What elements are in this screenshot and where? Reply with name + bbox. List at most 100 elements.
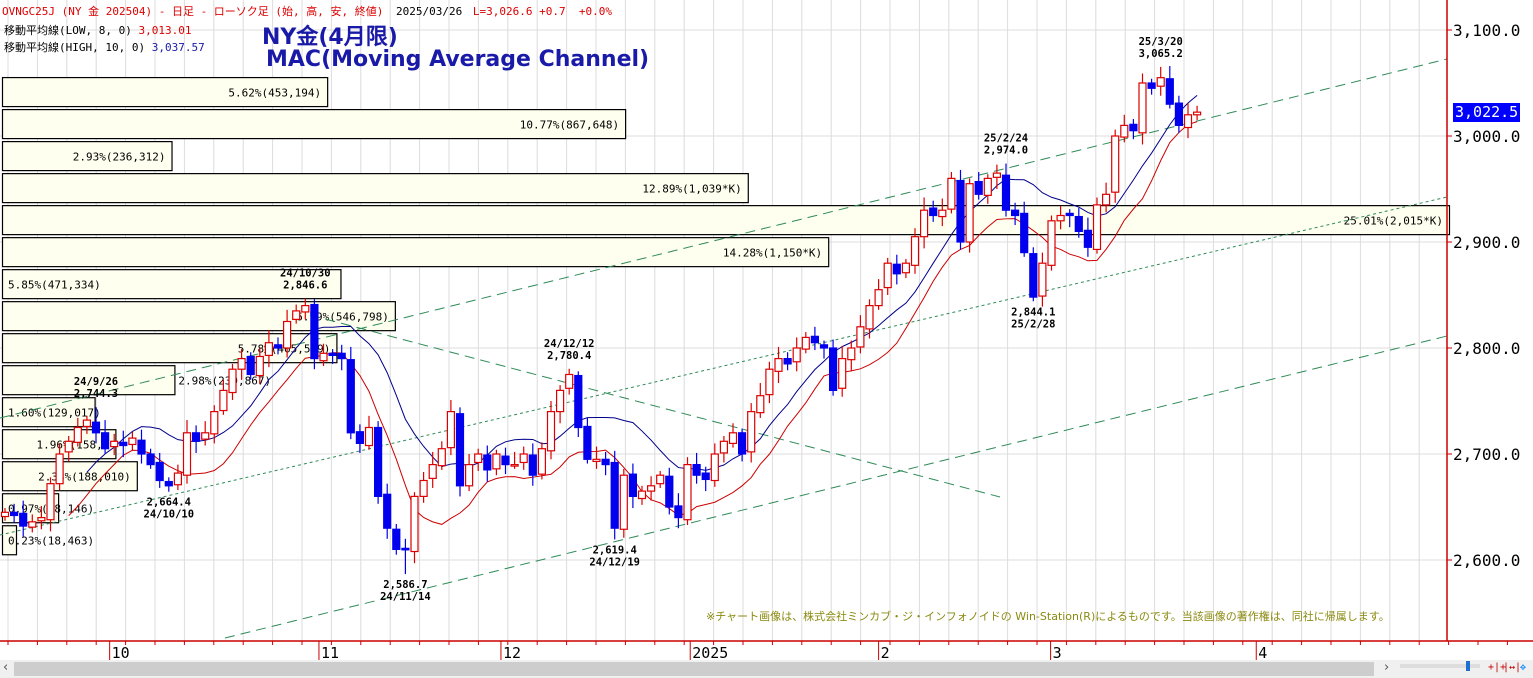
scrollbar-track[interactable] (14, 662, 1374, 676)
candle-body (519, 453, 528, 464)
candle (355, 424, 364, 453)
crosshair-icon[interactable]: ✥ (1520, 662, 1527, 673)
candle-body (392, 528, 401, 551)
candle-body (710, 453, 719, 482)
candlestick-chart[interactable]: 5.62%(453,194) 10.77%(867,648) 2.93%(236,3… (0, 0, 1533, 660)
candle (838, 345, 847, 397)
candle (483, 445, 492, 482)
copyright-note: ※チャート画像は、株式会社ミンカブ・ジ・インフォノイドの Win-Station… (706, 610, 1390, 623)
candle (683, 457, 692, 526)
candle (546, 401, 556, 460)
symbol-header: OVNGC25J (NY 金 202504) - 日足 - ローソク足 (始, … (2, 3, 612, 19)
y-tick-label: 2,800.0 (1453, 339, 1520, 358)
candle (91, 407, 101, 444)
candle-body (446, 411, 455, 449)
volume-profile-bar (1, 173, 749, 204)
extreme-label: 2,744.3 (74, 388, 118, 400)
candle-body (465, 464, 474, 487)
candle-body (283, 320, 292, 349)
candle-body (929, 207, 938, 217)
candle-body (364, 426, 374, 447)
zoom-slider[interactable] (1400, 664, 1480, 668)
volume-profile-bar (1, 108, 627, 140)
candle (1056, 205, 1065, 230)
candle-body (10, 511, 19, 517)
extreme-label: 2,664.4 (147, 497, 191, 509)
candle (428, 451, 437, 488)
candle-body (37, 516, 46, 522)
volume-profile-bar (1, 269, 342, 300)
candle-body (383, 493, 392, 529)
trend-line-lower (224, 335, 1448, 639)
candle (583, 417, 592, 464)
candle (374, 421, 383, 504)
candle (446, 399, 455, 456)
candle-body (319, 352, 328, 362)
candle-body (46, 483, 55, 521)
candle-body (1174, 102, 1184, 126)
y-tick-label: 3,000.0 (1453, 127, 1520, 146)
candle-body (1038, 262, 1047, 297)
compress-icon[interactable]: +|+ (1488, 662, 1507, 673)
candle-body (1056, 214, 1065, 222)
trend-line-middle (0, 196, 1448, 536)
candle (401, 538, 410, 575)
x-tick-label: 3 (1053, 644, 1062, 660)
candle-body (1020, 212, 1029, 254)
extreme-label: 2,844.1 (1011, 306, 1055, 318)
candle-body (601, 458, 610, 466)
candle (874, 279, 883, 310)
candle (100, 420, 110, 454)
candle-body (756, 395, 765, 414)
candle-body (137, 439, 146, 455)
zoom-slider-thumb[interactable] (1466, 661, 1470, 671)
candle-body (637, 490, 647, 500)
extreme-label: 25/3/20 (1139, 36, 1183, 48)
x-tick-label: 2 (881, 644, 890, 660)
candle (37, 505, 46, 530)
ma-low-label: 移動平均線(LOW, 8, 0) (4, 24, 132, 37)
candle (628, 463, 638, 509)
candle (929, 200, 938, 222)
candle-body (983, 177, 992, 196)
candle (210, 405, 219, 444)
candle (1192, 105, 1202, 121)
candle-body (574, 374, 583, 429)
volume-profile-label: 2.33%(188,010) (38, 471, 131, 484)
scroll-left-icon[interactable]: ‹ (3, 660, 9, 675)
candle (856, 315, 865, 354)
volume-profile-bar (1, 365, 176, 396)
candle-body (1065, 212, 1074, 217)
candle-body (701, 472, 710, 481)
candle (910, 228, 920, 274)
candle-body (810, 335, 820, 344)
candle (956, 169, 965, 250)
candle (501, 447, 510, 475)
candle (137, 429, 146, 464)
extreme-label: 24/10/10 (144, 509, 195, 521)
candle (1111, 129, 1120, 203)
candle-body (683, 464, 692, 521)
candle-body (737, 432, 747, 455)
candle-body (828, 347, 838, 392)
candle (983, 174, 992, 204)
candle (674, 493, 683, 529)
candle-body (301, 305, 310, 313)
candle (301, 298, 310, 320)
candle (164, 477, 173, 492)
candle-body (910, 236, 920, 266)
candle (1092, 197, 1102, 254)
scroll-right-icon[interactable]: › (1384, 660, 1390, 675)
candle (192, 425, 201, 453)
x-tick-label: 2025 (692, 644, 728, 660)
candle-body (692, 464, 701, 476)
horizontal-scrollbar[interactable]: ‹ › +|+ |↔| ✥ (0, 660, 1533, 678)
candle-body (273, 344, 283, 349)
candle-body (110, 440, 119, 448)
candle (1183, 103, 1193, 139)
candle-body (410, 495, 419, 553)
ma-high-line (86, 94, 1198, 473)
expand-icon[interactable]: |↔| (1503, 662, 1522, 673)
candle-body (947, 177, 956, 210)
candle-body (1083, 229, 1093, 248)
